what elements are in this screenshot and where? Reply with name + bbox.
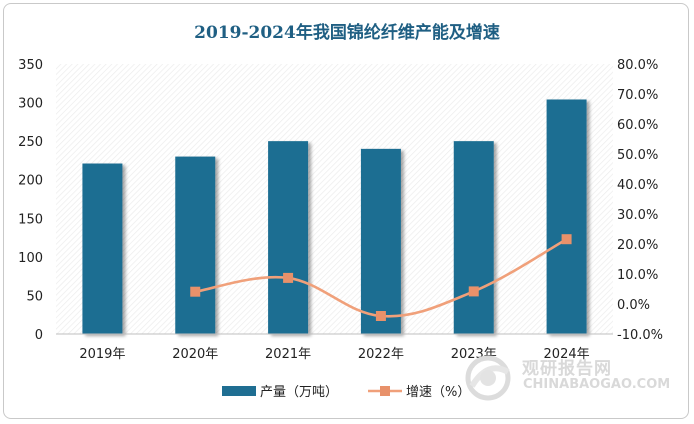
bar: [268, 141, 309, 334]
y-right-tick-label: 60.0%: [617, 118, 658, 133]
growth-marker: [283, 272, 294, 283]
x-tick-label: 2021年: [265, 347, 311, 362]
y-right-tick-label: 70.0%: [617, 88, 658, 103]
growth-marker: [468, 286, 479, 297]
x-tick-label: 2019年: [79, 347, 125, 362]
y-right-tick-label: 80.0%: [617, 58, 658, 73]
legend-swatch-bar: [222, 386, 256, 396]
legend-marker-line: [380, 386, 390, 396]
growth-marker: [375, 311, 386, 321]
x-tick-label: 2024年: [544, 347, 590, 362]
y-right-tick-label: 20.0%: [617, 238, 658, 253]
y-left-tick-label: 100: [18, 251, 43, 266]
y-left-tick-label: 0: [35, 328, 43, 343]
y-left-tick-label: 300: [18, 97, 43, 112]
watermark-logo-icon: [465, 355, 511, 401]
bar: [546, 99, 587, 334]
legend-label-bar: 产量（万吨）: [260, 385, 338, 400]
growth-marker: [561, 234, 572, 245]
watermark-text-en: CHINABAOGAO.COM: [523, 377, 671, 392]
plot-area: [56, 64, 613, 334]
legend-label-line: 增速（%）: [406, 385, 470, 400]
y-left-tick-label: 350: [18, 58, 43, 73]
y-left-tick-label: 250: [18, 135, 43, 150]
bar: [175, 156, 216, 334]
growth-marker: [190, 286, 201, 297]
bar: [453, 141, 494, 334]
x-tick-label: 2022年: [358, 347, 404, 362]
watermark-text-cn: 观研报告网: [522, 359, 612, 379]
y-right-tick-label: 0.0%: [617, 298, 650, 313]
y-left-tick-label: 150: [18, 212, 43, 227]
y-right-tick-label: 40.0%: [617, 178, 658, 193]
bar: [360, 148, 401, 334]
chart-title: 2019-2024年我国锦纶纤维产能及增速: [194, 23, 500, 43]
y-right-tick-label: 50.0%: [617, 148, 658, 163]
x-tick-label: 2020年: [172, 347, 218, 362]
y-right-tick-label: -10.0%: [617, 328, 663, 343]
y-right-tick-label: 30.0%: [617, 208, 658, 223]
y-right-tick-label: 10.0%: [617, 268, 658, 283]
y-left-tick-label: 200: [18, 174, 43, 189]
y-left-tick-label: 50: [26, 289, 43, 304]
bar: [82, 163, 123, 334]
